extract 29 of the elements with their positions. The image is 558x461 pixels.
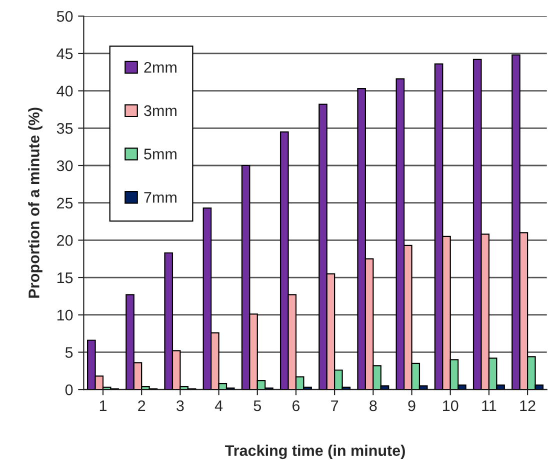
x-tick-label: 12 <box>520 400 536 412</box>
y-tick-label: 30 <box>56 160 73 172</box>
x-tick-label: 5 <box>254 400 261 412</box>
y-tick-label: 45 <box>56 48 73 60</box>
y-tick-label: 5 <box>65 347 73 358</box>
x-tick-label: 9 <box>408 400 416 412</box>
y-tick-label: 25 <box>57 198 73 209</box>
x-tick-label: 4 <box>214 400 223 412</box>
x-tick-label: 11 <box>482 400 496 412</box>
y-axis-title: Proportion of a minute (%) <box>28 108 42 298</box>
y-tick-label: 10 <box>57 310 73 321</box>
x-tick-label: 8 <box>370 400 377 412</box>
legend-label: 3mm <box>144 105 176 116</box>
x-axis-title: Tracking time (in minute) <box>225 444 405 460</box>
legend-label: 2mm <box>144 62 176 73</box>
legend-label: 5mm <box>144 148 176 160</box>
y-tick-label: 20 <box>57 235 73 246</box>
y-tick-label: 15 <box>57 272 73 284</box>
x-tick-label: 7 <box>331 400 338 412</box>
legend-label: 7mm <box>144 192 176 203</box>
y-tick-label: 50 <box>56 11 73 22</box>
y-tick-label: 40 <box>56 86 73 97</box>
x-tick-label: 2 <box>138 400 146 412</box>
y-tick-label: 35 <box>56 123 73 134</box>
y-tick-label: 0 <box>65 384 73 396</box>
x-tick-label: 1 <box>100 400 106 412</box>
x-tick-label: 6 <box>292 400 300 412</box>
x-tick-label: 10 <box>443 400 458 412</box>
x-tick-label: 3 <box>176 400 184 412</box>
